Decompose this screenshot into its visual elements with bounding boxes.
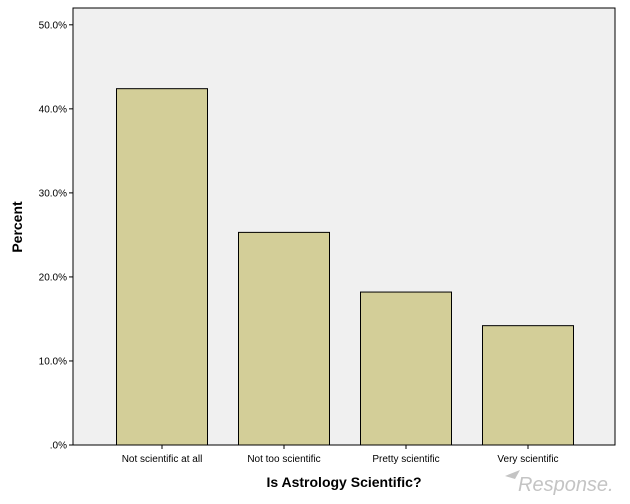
y-tick-label: 50.0% <box>39 20 67 31</box>
y-axis-title: Percent <box>9 201 25 253</box>
watermark-logo: Response. <box>505 470 614 496</box>
x-axis-title: Is Astrology Scientific? <box>266 474 421 490</box>
y-tick-label: 30.0% <box>39 188 67 199</box>
x-tick-label: Pretty scientific <box>372 454 439 465</box>
watermark-swoosh-icon <box>505 470 520 479</box>
y-tick-label: 10.0% <box>39 356 67 367</box>
bar-not-too-scientific <box>238 231 330 446</box>
bar-very-scientific <box>482 325 574 446</box>
x-axis-ticks: Not scientific at all Not too scientific P… <box>122 445 559 465</box>
y-tick-label: 20.0% <box>39 272 67 283</box>
x-tick-label: Not scientific at all <box>122 454 203 465</box>
y-tick-label: 40.0% <box>39 104 67 115</box>
bars-group <box>116 88 574 446</box>
bar-not-scientific-at-all <box>116 88 208 446</box>
y-axis-ticks: .0% 10.0% 20.0% 30.0% 40.0% 50.0% <box>39 20 73 452</box>
x-tick-label: Very scientific <box>497 454 558 465</box>
x-tick-label: Not too scientific <box>247 454 320 465</box>
bar-pretty-scientific <box>360 291 452 446</box>
watermark-text: Response. <box>518 474 614 496</box>
y-tick-label: .0% <box>50 441 67 452</box>
